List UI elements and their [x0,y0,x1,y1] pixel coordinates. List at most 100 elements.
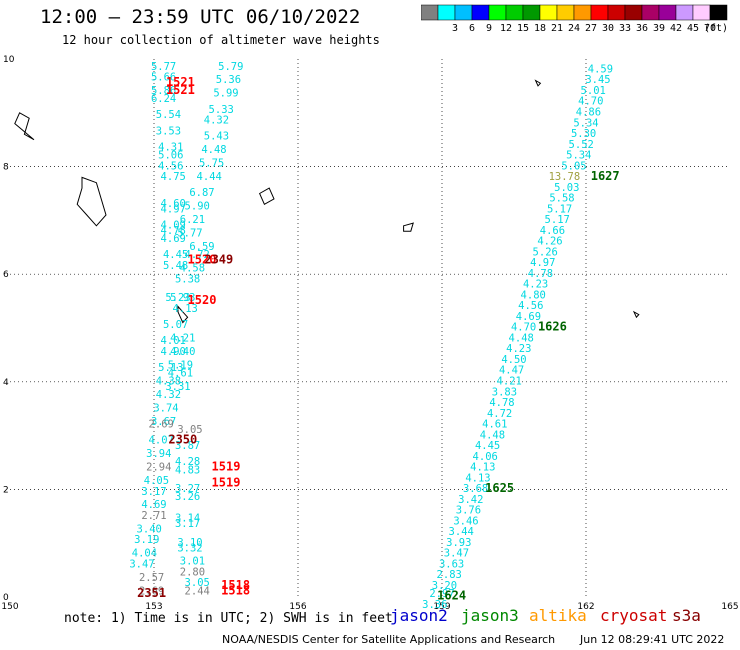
wave-height-value: 4.69 [141,499,166,511]
wave-height-value: 2.83 [437,569,462,581]
wave-height-value: 4.60 [161,198,186,210]
wave-height-value: 4.21 [497,375,522,387]
wave-height-value: 2.57 [139,572,164,584]
wave-height-value: 4.58 [180,263,205,275]
wave-height-value: 4.97 [530,257,555,269]
wave-height-value: 4.32 [204,115,229,127]
wave-height-value: 3.19 [134,534,159,546]
wave-height-value: 4.23 [523,279,548,291]
wave-height-value: 4.69 [161,233,186,245]
wave-height-value: 3.05 [177,424,202,436]
wave-height-value: 3.67 [151,416,176,428]
wave-height-value: 5.93 [170,292,195,304]
wave-height-value: 5.48 [163,260,188,272]
color-scale-swatch [709,4,728,21]
wave-height-value: 3.17 [175,518,200,530]
pass-time-label: 1521 [166,75,195,89]
wave-height-value: 4.70 [578,96,603,108]
color-scale-tick-label: 21 [551,23,563,34]
wave-height-value: 5.05 [561,160,586,172]
wave-height-value: 3.36 [422,599,447,610]
wave-height-value: 4.72 [185,249,210,261]
wave-height-value: 5.43 [204,131,229,143]
wave-height-value: 4.59 [588,63,613,75]
satellite-label-altika: altika [529,606,587,625]
x-tick-label: 150 [1,602,18,610]
wave-height-value: 3.10 [177,537,202,549]
wave-height-value: 3.45 [585,74,610,86]
satellite-label-cryosat: cryosat [600,606,668,625]
wave-height-value: 3.14 [175,513,200,525]
wave-height-value: 4.47 [499,365,524,377]
pass-time-label: 1519 [212,460,241,474]
wave-height-value: 3.87 [175,440,200,452]
wave-height-value: 4.44 [197,171,222,183]
wave-height-value: 3.27 [175,483,200,495]
wave-height-value: 4.45 [475,440,500,452]
y-tick-label: 6 [3,270,9,280]
wave-height-value: 5.30 [571,128,596,140]
generated-timestamp: Jun 12 08:29:41 UTC 2022 [580,633,725,646]
wave-height-value: 4.07 [149,435,174,447]
island-outline [632,310,640,319]
credit-line: NOAA/NESDIS Center for Satellite Applica… [222,633,556,646]
color-scale-tick-label: 18 [534,23,546,34]
wave-height-value: 6.21 [180,214,205,226]
pass-time-label: 1519 [212,476,241,490]
wave-height-value: 3.40 [137,523,162,535]
color-scale-tick-label: 30 [602,23,614,34]
pass-time-label: 1518 [221,583,250,597]
wave-height-value: 5.99 [213,88,238,100]
color-scale-tick-label: 33 [619,23,631,34]
wave-height-value: 5.66 [151,72,176,84]
y-tick-label: 4 [3,378,9,388]
satellite-label-jason2: jason2 [390,606,448,625]
x-tick-label: 159 [433,602,450,610]
wave-height-value: 13.78 [549,171,581,183]
color-scale-tick-label: 27 [585,23,597,34]
wave-height-value: 3.68 [463,483,488,495]
wave-height-value: 5.77 [151,61,176,73]
wave-height-value: 5.34 [573,117,598,129]
pass-time-label: 2349 [204,252,233,266]
wave-height-value: 4.61 [168,367,193,379]
map-title: 12:00 – 23:59 UTC 06/10/2022 [40,6,361,28]
color-scale-tick-label: 70 [704,23,716,34]
color-scale-tick-label: 12 [500,23,512,34]
wave-height-value: 4.75 [161,171,186,183]
wave-height-map: 150 153 156 159 162 16502468105.775.665.866.2… [1,55,738,610]
wave-height-value: 4.56 [158,160,183,172]
wave-height-value: 4.13 [465,472,490,484]
color-scale-tick-label: 3 [452,23,458,34]
y-tick-label: 8 [3,163,9,173]
wave-height-value: 5.07 [163,319,188,331]
wave-height-value: 3.47 [129,558,154,570]
wave-height-value: 4.86 [576,106,601,118]
color-scale-tick-label: 6 [469,23,475,34]
wave-height-value: 2.69 [139,585,164,597]
color-scale-tick-label: 15 [517,23,529,34]
wave-height-value: 3.42 [458,494,483,506]
wave-height-value: 2.71 [141,510,166,522]
wave-height-value: 4.32 [156,389,181,401]
wave-height-value: 4.31 [158,141,183,153]
island-outline [76,176,107,227]
wave-height-value: 5.34 [566,150,591,162]
wave-height-value: 3.32 [177,542,202,554]
wave-height-value: 2.69 [149,419,174,431]
wave-height-value: 4.48 [509,332,534,344]
wave-height-value: 3.53 [156,125,181,137]
wave-height-value: 2.94 [146,462,171,474]
wave-height-value: 5.86 [151,85,176,97]
pass-time-label: 1624 [437,589,466,603]
wave-height-value: 5.54 [156,109,181,121]
wave-height-value: 5.23 [165,292,190,304]
x-tick-label: 153 [145,602,162,610]
wave-height-value: 3.20 [432,580,457,592]
wave-height-value: 5.75 [199,158,224,170]
wave-height-value: 4.69 [516,311,541,323]
wave-height-value: 3.46 [453,515,478,527]
wave-height-value: 4.01 [161,335,186,347]
wave-height-value: 5.06 [158,150,183,162]
wave-height-value: 4.45 [163,249,188,261]
